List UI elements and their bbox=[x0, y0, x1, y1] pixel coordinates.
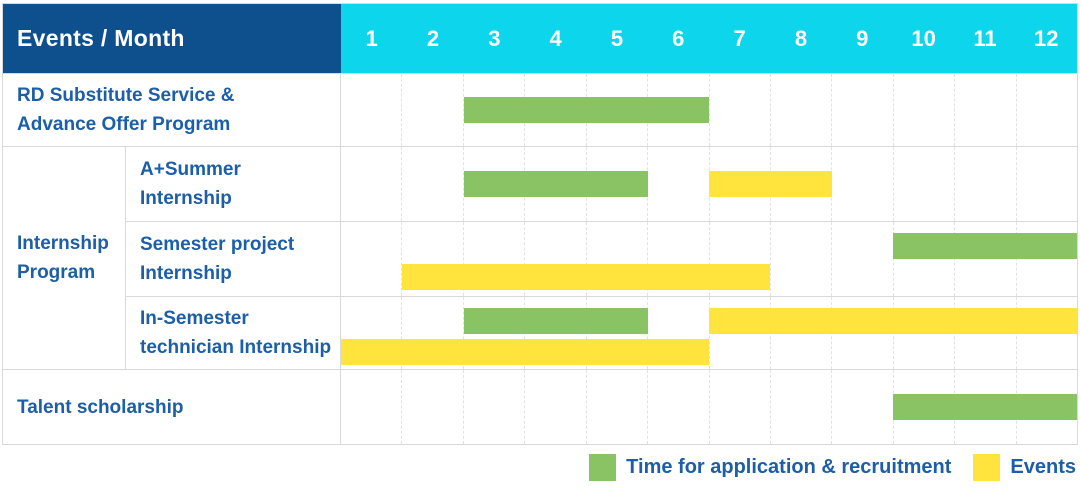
legend-label-application: Time for application & recruitment bbox=[626, 456, 952, 478]
green-swatch-icon bbox=[589, 454, 617, 481]
month-column bbox=[401, 222, 462, 296]
row-label-text: A+Summer Internship bbox=[140, 159, 241, 209]
legend-item-application: Time for application & recruitment bbox=[589, 454, 951, 481]
month-column bbox=[341, 74, 401, 146]
month-column bbox=[401, 370, 462, 444]
month-header-5: 5 bbox=[610, 25, 624, 51]
month-column bbox=[831, 222, 892, 296]
row-label: Talent scholarship bbox=[3, 370, 341, 444]
month-grid bbox=[341, 147, 1077, 221]
row-label-text: RD Substitute Service & Advance Offer Pr… bbox=[17, 85, 235, 135]
group-label: Internship Program bbox=[3, 147, 126, 369]
month-column bbox=[462, 222, 524, 296]
green-bar bbox=[463, 171, 648, 197]
green-bar bbox=[893, 394, 1077, 420]
months-header: 1 2 3 4 5 6 7 8 9 10 11 12 bbox=[341, 4, 1077, 73]
month-grid bbox=[341, 370, 1077, 444]
month-column bbox=[585, 370, 647, 444]
month-column bbox=[341, 222, 401, 296]
month-column bbox=[462, 370, 524, 444]
legend: Time for application & recruitment Event… bbox=[589, 454, 1076, 481]
yellow-swatch-icon bbox=[973, 454, 1001, 481]
month-column bbox=[892, 147, 954, 221]
month-column bbox=[341, 370, 401, 444]
month-column bbox=[954, 74, 1015, 146]
month-header-9: 9 bbox=[856, 25, 869, 51]
month-column bbox=[769, 370, 831, 444]
month-header-2: 2 bbox=[426, 25, 440, 51]
month-header-4: 4 bbox=[549, 25, 562, 51]
month-column bbox=[585, 222, 647, 296]
month-column bbox=[341, 147, 401, 221]
month-column bbox=[401, 297, 462, 369]
table-row: In-Semester technician Internship bbox=[126, 296, 1077, 369]
row-label: A+Summer Internship bbox=[126, 147, 341, 221]
row-label-text: In-Semester technician Internship bbox=[140, 308, 332, 358]
yellow-bar bbox=[709, 171, 832, 197]
table-row: RD Substitute Service & Advance Offer Pr… bbox=[3, 73, 1077, 146]
month-column bbox=[769, 222, 831, 296]
month-column bbox=[708, 222, 770, 296]
month-column bbox=[524, 370, 585, 444]
row-group: Internship Program A+Summer Internship Sem… bbox=[3, 146, 1077, 369]
month-header-1: 1 bbox=[365, 25, 378, 51]
month-header-7: 7 bbox=[733, 25, 746, 51]
table-header-row: Events / Month 1 2 3 4 5 6 7 8 9 10 11 12 bbox=[3, 4, 1077, 73]
month-grid bbox=[341, 74, 1077, 146]
month-column bbox=[462, 74, 524, 146]
month-column bbox=[647, 147, 708, 221]
row-label-text: Semester project Internship bbox=[140, 234, 295, 284]
month-column bbox=[1015, 74, 1077, 146]
month-header-8: 8 bbox=[794, 25, 808, 51]
month-column bbox=[831, 370, 892, 444]
group-rows: A+Summer Internship Semester project Inte… bbox=[126, 147, 1077, 369]
row-label: Semester project Internship bbox=[126, 222, 341, 296]
month-column bbox=[401, 147, 462, 221]
green-bar bbox=[463, 308, 648, 334]
month-column bbox=[769, 74, 831, 146]
table-row: Semester project Internship bbox=[126, 221, 1077, 296]
yellow-bar bbox=[709, 308, 1077, 334]
month-column bbox=[708, 370, 770, 444]
month-column bbox=[647, 222, 708, 296]
legend-item-events: Events bbox=[973, 454, 1076, 481]
month-header-12: 12 bbox=[1034, 25, 1059, 51]
events-month-header: Events / Month bbox=[3, 4, 341, 73]
month-column bbox=[708, 74, 770, 146]
month-column bbox=[831, 147, 892, 221]
month-column bbox=[524, 222, 585, 296]
month-column bbox=[462, 147, 524, 221]
month-column bbox=[1015, 222, 1077, 296]
month-header-3: 3 bbox=[488, 25, 501, 51]
month-grid bbox=[341, 222, 1077, 296]
yellow-bar bbox=[402, 264, 771, 290]
month-column bbox=[831, 74, 892, 146]
row-label: In-Semester technician Internship bbox=[126, 297, 341, 369]
row-label: RD Substitute Service & Advance Offer Pr… bbox=[3, 74, 341, 146]
yellow-bar bbox=[341, 339, 709, 365]
table-row: Talent scholarship bbox=[3, 369, 1077, 444]
legend-label-events: Events bbox=[1010, 456, 1076, 478]
row-label-text: Talent scholarship bbox=[17, 396, 184, 418]
green-bar bbox=[463, 97, 709, 123]
month-column bbox=[954, 222, 1015, 296]
month-column bbox=[1015, 147, 1077, 221]
month-header-11: 11 bbox=[973, 25, 997, 51]
table-row: A+Summer Internship bbox=[126, 147, 1077, 221]
month-column bbox=[892, 222, 954, 296]
month-column bbox=[401, 74, 462, 146]
month-column bbox=[892, 74, 954, 146]
month-grid bbox=[341, 297, 1077, 369]
schedule-table: Events / Month 1 2 3 4 5 6 7 8 9 10 11 12 RD Substi… bbox=[2, 3, 1078, 445]
group-label-text: Internship Program bbox=[17, 233, 109, 283]
month-column bbox=[954, 147, 1015, 221]
month-header-6: 6 bbox=[672, 25, 685, 51]
month-column bbox=[462, 297, 524, 369]
green-bar bbox=[893, 233, 1077, 259]
month-header-10: 10 bbox=[911, 25, 936, 51]
month-column bbox=[647, 370, 708, 444]
table-body: RD Substitute Service & Advance Offer Pr… bbox=[3, 73, 1077, 444]
